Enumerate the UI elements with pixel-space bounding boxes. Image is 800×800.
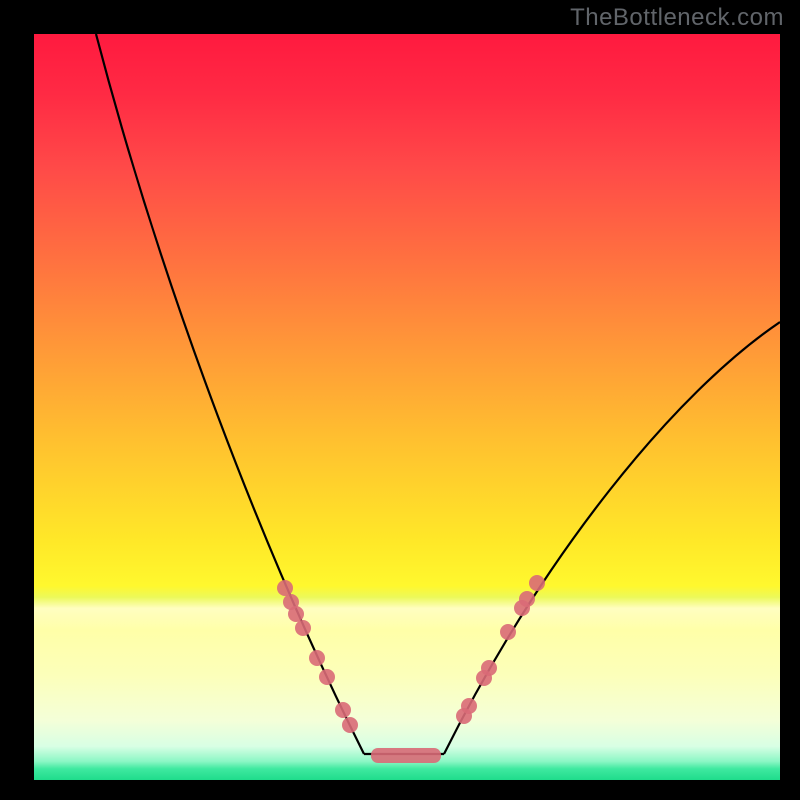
marker-point — [277, 580, 293, 596]
marker-point — [335, 702, 351, 718]
marker-point — [529, 575, 545, 591]
marker-point — [319, 669, 335, 685]
marker-point — [288, 606, 304, 622]
chart-plot-area — [34, 34, 780, 780]
watermark-text: TheBottleneck.com — [570, 4, 784, 32]
marker-point — [309, 650, 325, 666]
marker-point — [481, 660, 497, 676]
chart-background — [34, 34, 780, 780]
marker-point — [342, 717, 358, 733]
marker-point — [519, 591, 535, 607]
marker-point — [500, 624, 516, 640]
bottleneck-chart-svg — [34, 34, 780, 780]
marker-point — [461, 698, 477, 714]
marker-pill — [371, 748, 441, 763]
marker-point — [295, 620, 311, 636]
